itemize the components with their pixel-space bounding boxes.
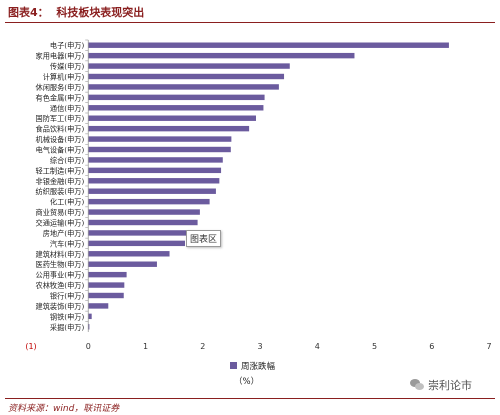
x-tick-label: 4: [315, 342, 320, 351]
bar: [88, 209, 200, 215]
x-tick-label: 7: [486, 342, 491, 351]
legend-unit: （%）: [234, 376, 259, 387]
category-label: 房地产(申万): [43, 229, 85, 238]
bar: [88, 240, 186, 247]
bar: [88, 84, 279, 90]
category-label: 交通运输(申万): [36, 219, 85, 228]
category-label: 汽车(申万): [50, 239, 85, 248]
bar: [88, 167, 222, 174]
chart-area-tooltip: 图表区: [186, 230, 222, 247]
x-tick-label: 0: [86, 342, 91, 351]
category-label: 计算机(申万): [43, 73, 85, 82]
bar: [88, 271, 127, 278]
x-tick-label: 3: [257, 342, 262, 351]
x-tick-label: 1: [143, 342, 148, 351]
category-label: 非银金融(申万): [36, 177, 85, 186]
bar: [88, 261, 157, 267]
x-tick-labels: (1) 0 1 2 3 4 5 6 7: [25, 342, 491, 351]
legend: 周涨跌幅 （%）: [230, 361, 276, 387]
x-tick-label: 5: [372, 342, 377, 351]
x-tick-label: (1): [25, 342, 36, 351]
x-tick-label: 2: [200, 342, 205, 351]
bar: [88, 136, 232, 142]
bar: [88, 230, 187, 236]
category-label: 采掘(申万): [50, 323, 85, 332]
category-label: 银行(申万): [50, 292, 85, 301]
bar: [88, 251, 170, 257]
category-label: 建筑材料(申万): [36, 250, 85, 259]
bar: [88, 157, 223, 163]
bar: [88, 125, 250, 132]
bar: [88, 313, 92, 320]
bar: [88, 94, 265, 101]
category-labels: 电子(申万) 家用电器(申万)传媒(申万) 计算机(申万)休闲服务(申万)有色金属(…: [36, 41, 85, 332]
category-label: 化工(申万): [50, 198, 85, 207]
bar: [88, 146, 231, 153]
bar: [88, 303, 109, 309]
bottom-divider: [5, 398, 495, 399]
category-label: 电子(申万): [50, 41, 85, 50]
legend-label: 周涨跌幅: [241, 361, 276, 372]
bar-chart[interactable]: 电子(申万) 家用电器(申万)传媒(申万) 计算机(申万)休闲服务(申万)有色金属(…: [0, 0, 500, 398]
category-label: 轻工制造(申万): [36, 166, 85, 175]
watermark: 崇利论市: [410, 377, 472, 393]
watermark-text: 崇利论市: [428, 379, 472, 392]
axes-group: [85, 39, 89, 332]
figure-title: 图表4： 科技板块表现突出: [8, 6, 145, 19]
bar: [88, 178, 220, 184]
bars-group: [88, 42, 449, 330]
bar: [88, 52, 355, 59]
category-label: 机械设备(申万): [36, 135, 85, 144]
category-label: 农林牧渔(申万): [36, 281, 85, 290]
bar: [88, 42, 449, 48]
bar: [88, 292, 124, 299]
bar: [88, 188, 216, 194]
category-label: 国防军工(申万): [36, 114, 85, 123]
category-label: 通信(申万): [50, 104, 85, 113]
legend-swatch: [230, 362, 237, 369]
category-label: 医药生物(申万): [36, 260, 85, 269]
source-note: 资料来源：wind，联讯证券: [8, 404, 120, 414]
wechat-icon: [410, 379, 424, 391]
category-label: 有色金属(申万): [36, 93, 85, 102]
bar: [88, 115, 256, 121]
bar: [88, 282, 125, 288]
category-label: 建筑装饰(申万): [36, 302, 85, 311]
category-label: 商业贸易(申万): [36, 208, 85, 217]
x-tick-label: 6: [429, 342, 434, 351]
title-divider: [5, 22, 495, 23]
bar: [88, 324, 90, 330]
bar: [88, 219, 198, 226]
category-label: 电气设备(申万): [36, 146, 85, 155]
category-label: 家用电器(申万): [36, 52, 85, 61]
category-label: 传媒(申万): [50, 62, 85, 71]
category-label: 公用事业(申万): [36, 271, 85, 280]
category-label: 纺织服装(申万): [36, 187, 85, 196]
bar: [88, 73, 285, 80]
category-label: 钢铁(申万): [50, 312, 85, 321]
bar: [88, 198, 210, 205]
category-label: 综合(申万): [50, 156, 85, 165]
category-label: 休闲服务(申万): [36, 83, 85, 92]
bar: [88, 63, 290, 69]
category-label: 食品饮料(申万): [36, 125, 85, 134]
bar: [88, 105, 264, 111]
